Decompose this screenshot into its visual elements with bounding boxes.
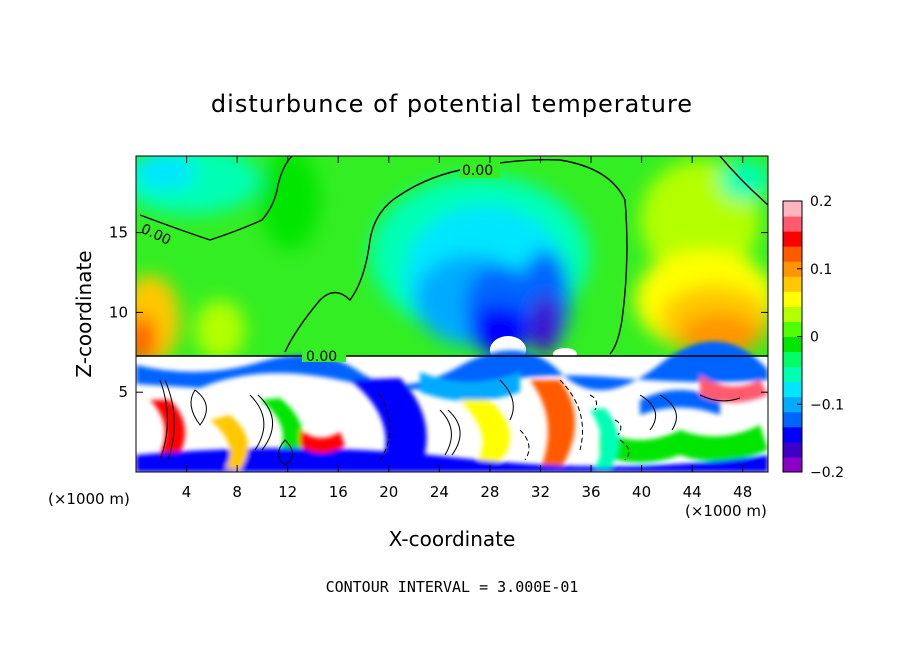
colorbar-swatch (783, 456, 802, 473)
y-axis-ticks: 5 10 15 (109, 224, 768, 401)
y-tick-label: 15 (109, 224, 128, 242)
colorbar-swatch (783, 306, 802, 322)
colorbar-swatch (783, 321, 802, 337)
x-tick-label: 36 (581, 483, 600, 501)
contour-label-group: 0.00 0.00 0.00 (138, 160, 500, 365)
contour-label-top: 0.00 (462, 163, 493, 179)
colorbar (783, 201, 802, 473)
x-unit-left: (×1000 m) (48, 490, 130, 508)
colorbar-swatch (783, 201, 802, 217)
colorbar-swatch (783, 246, 802, 262)
x-tick-label: 44 (683, 483, 702, 501)
colorbar-swatch (783, 261, 802, 277)
colorbar-swatch (783, 381, 802, 398)
x-tick-label: 24 (430, 483, 449, 501)
x-tick-label: 48 (733, 483, 752, 501)
contour-lines (136, 156, 768, 357)
x-tick-label: 8 (232, 483, 242, 501)
y-tick-label: 10 (109, 303, 128, 321)
x-axis-label: X-coordinate (389, 527, 516, 551)
colorbar-tick-label: 0 (810, 330, 819, 346)
colorbar-swatch (783, 411, 802, 428)
contour-interval-note: CONTOUR INTERVAL = 3.000E-01 (326, 578, 579, 596)
x-tick-label: 4 (182, 483, 192, 501)
colorbar-swatch (783, 276, 802, 292)
colorbar-swatch (783, 366, 802, 383)
chart-title: disturbunce of potential temperature (211, 90, 693, 118)
contour-label-mid: 0.00 (306, 349, 337, 365)
colorbar-swatch (783, 291, 802, 307)
y-axis-label: Z-coordinate (72, 250, 96, 377)
x-tick-label: 12 (278, 483, 297, 501)
x-tick-label: 20 (379, 483, 398, 501)
lower-field (136, 341, 768, 472)
colorbar-swatch (783, 351, 802, 368)
plot-frame (135, 155, 769, 473)
colorbar-swatch (783, 336, 802, 353)
colorbar-swatch (783, 231, 802, 247)
colorbar-swatch (783, 441, 802, 458)
plot-area (136, 156, 768, 472)
colorbar-ticks: 0.2 0.1 0 −0.1 −0.2 (797, 194, 844, 481)
x-tick-label: 28 (480, 483, 499, 501)
y-tick-label: 5 (118, 383, 128, 401)
x-tick-label: 40 (632, 483, 651, 501)
colorbar-swatch (783, 396, 802, 413)
colorbar-tick-label: 0.2 (810, 194, 832, 210)
colorbar-tick-label: −0.2 (810, 465, 844, 481)
x-axis-ticks: 4 8 12 16 20 24 28 32 36 40 44 48 (182, 156, 752, 501)
colorbar-tick-label: 0.1 (810, 262, 832, 278)
x-tick-label: 32 (531, 483, 550, 501)
colorbar-swatch (783, 216, 802, 232)
x-unit-right: (×1000 m) (685, 502, 767, 520)
colorbar-tick-label: −0.1 (810, 397, 844, 413)
x-tick-label: 16 (329, 483, 348, 501)
colorbar-swatch (783, 426, 802, 443)
